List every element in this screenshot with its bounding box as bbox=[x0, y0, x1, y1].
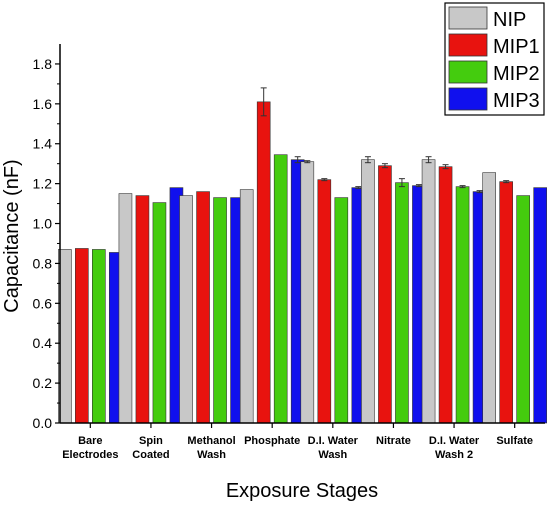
bar bbox=[395, 182, 409, 424]
x-tick-label: Phosphate bbox=[244, 435, 300, 447]
x-tick-label: Spin Coated bbox=[132, 435, 169, 461]
bars-layer bbox=[58, 87, 547, 424]
bar bbox=[273, 154, 288, 424]
bar bbox=[516, 195, 530, 424]
x-tick-label-line: Spin bbox=[139, 435, 163, 447]
bar bbox=[499, 181, 513, 424]
x-tick-label-line: Wash bbox=[318, 449, 347, 461]
x-tick-label-line: Nitrate bbox=[376, 435, 411, 447]
bar bbox=[135, 195, 150, 424]
legend-label: MIP1 bbox=[493, 36, 540, 58]
y-tick-label: 1.6 bbox=[33, 96, 53, 112]
bar bbox=[213, 197, 227, 424]
x-tick-label: Methanol Wash bbox=[187, 435, 235, 461]
x-tick-label: Bare Electrodes bbox=[62, 435, 118, 461]
y-tick-label: 0.8 bbox=[33, 255, 53, 271]
bar bbox=[92, 249, 106, 424]
legend-swatch bbox=[448, 6, 488, 30]
x-tick-label: D.I. Water Wash bbox=[308, 435, 359, 461]
y-tick-label: 1.0 bbox=[33, 216, 53, 232]
bar bbox=[179, 195, 193, 424]
bar bbox=[152, 202, 167, 424]
bar bbox=[378, 165, 392, 424]
bar bbox=[317, 179, 332, 424]
legend-label: NIP bbox=[493, 9, 526, 31]
y-tick-label: 0.4 bbox=[33, 335, 53, 351]
bar bbox=[300, 161, 315, 424]
x-tick-label-line: Methanol bbox=[187, 435, 235, 447]
y-tick-label: 1.4 bbox=[33, 136, 53, 152]
bar bbox=[75, 248, 89, 424]
bar bbox=[256, 101, 271, 424]
x-tick-label-line: Wash 2 bbox=[435, 449, 473, 461]
bar bbox=[196, 191, 210, 424]
x-tick-label-line: Coated bbox=[132, 449, 169, 461]
x-tick-label-line: Sulfate bbox=[496, 435, 533, 447]
bar bbox=[334, 197, 349, 424]
bar bbox=[118, 193, 133, 424]
bar bbox=[361, 159, 375, 424]
x-tick-label-line: D.I. Water bbox=[308, 435, 359, 447]
y-tick-label: 1.2 bbox=[33, 176, 53, 192]
y-tick-label: 0.2 bbox=[33, 375, 53, 391]
x-tick-label-line: Bare bbox=[78, 435, 102, 447]
axes-layer: Bare Electrodes Spin Coated Methanol Wash Phos… bbox=[33, 44, 545, 461]
legend: NIP MIP1 MIP2 MIP3 bbox=[444, 2, 545, 116]
legend-label: MIP3 bbox=[493, 90, 540, 112]
y-tick-label: 0.0 bbox=[33, 415, 53, 431]
y-tick-label: 1.8 bbox=[33, 56, 53, 72]
x-tick-label-line: D.I. Water bbox=[429, 435, 480, 447]
bar bbox=[533, 187, 547, 424]
bar bbox=[482, 172, 496, 424]
x-tick-label: Sulfate bbox=[496, 435, 533, 447]
y-tick-label: 0.6 bbox=[33, 295, 53, 311]
bar bbox=[438, 166, 453, 424]
x-axis-label: Exposure Stages bbox=[226, 480, 378, 502]
legend-swatch bbox=[448, 87, 488, 111]
bar bbox=[239, 189, 254, 424]
x-tick-label-line: Wash bbox=[197, 449, 226, 461]
bar bbox=[421, 159, 436, 424]
x-tick-label-line: Electrodes bbox=[62, 449, 118, 461]
legend-label: MIP2 bbox=[493, 63, 540, 85]
bar bbox=[455, 186, 470, 424]
x-tick-label-line: Phosphate bbox=[244, 435, 300, 447]
y-axis-label: Capacitance (nF) bbox=[1, 159, 23, 312]
x-tick-label: Nitrate bbox=[376, 435, 411, 447]
legend-swatch bbox=[448, 33, 488, 57]
x-tick-label: D.I. Water Wash 2 bbox=[429, 435, 480, 461]
legend-swatch bbox=[448, 60, 488, 84]
